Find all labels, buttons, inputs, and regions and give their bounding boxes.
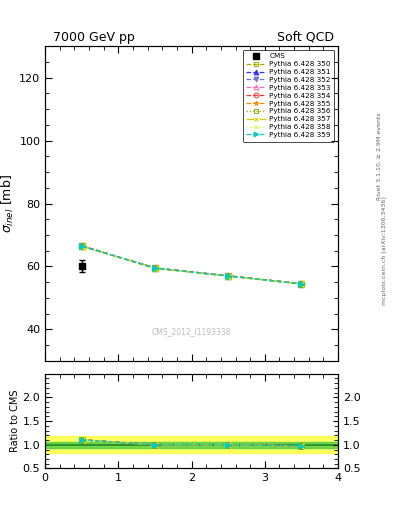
Line: Pythia 6.428 356: Pythia 6.428 356 — [79, 243, 305, 287]
Line: Pythia 6.428 355: Pythia 6.428 355 — [79, 243, 305, 287]
Pythia 6.428 359 — [152, 265, 157, 271]
Pythia 6.428 350 — [79, 243, 84, 249]
Pythia 6.428 350 — [299, 281, 304, 287]
Bar — [45, 436, 338, 453]
Pythia 6.428 352 — [299, 281, 304, 287]
Y-axis label: $\sigma_{inel}$ [mb]: $\sigma_{inel}$ [mb] — [0, 174, 17, 233]
Line: Pythia 6.428 357: Pythia 6.428 357 — [79, 243, 305, 287]
Pythia 6.428 355 — [226, 273, 231, 279]
Pythia 6.428 359 — [79, 243, 84, 249]
Pythia 6.428 351 — [79, 243, 84, 249]
Pythia 6.428 357 — [79, 243, 84, 249]
Pythia 6.428 356 — [299, 281, 304, 287]
Pythia 6.428 358 — [79, 244, 84, 250]
Text: Rivet 3.1.10, ≥ 2.9M events: Rivet 3.1.10, ≥ 2.9M events — [377, 113, 382, 200]
Pythia 6.428 353 — [299, 281, 304, 287]
Pythia 6.428 354 — [79, 243, 84, 249]
Line: Pythia 6.428 359: Pythia 6.428 359 — [79, 243, 305, 287]
Pythia 6.428 354 — [299, 281, 304, 287]
Pythia 6.428 359 — [299, 281, 304, 287]
Pythia 6.428 354 — [152, 265, 157, 271]
Pythia 6.428 350 — [226, 273, 231, 279]
Pythia 6.428 358 — [299, 282, 304, 288]
Bar — [45, 442, 338, 447]
Pythia 6.428 356 — [79, 243, 84, 249]
Pythia 6.428 356 — [226, 273, 231, 279]
Pythia 6.428 355 — [79, 243, 84, 249]
Pythia 6.428 351 — [152, 265, 157, 271]
Pythia 6.428 359 — [226, 273, 231, 279]
Text: CMS_2012_I1193338: CMS_2012_I1193338 — [152, 327, 231, 336]
Pythia 6.428 357 — [152, 265, 157, 271]
Line: Pythia 6.428 354: Pythia 6.428 354 — [79, 243, 305, 287]
Text: Soft QCD: Soft QCD — [277, 31, 334, 44]
Pythia 6.428 351 — [226, 273, 231, 279]
Pythia 6.428 355 — [299, 281, 304, 287]
Line: Pythia 6.428 351: Pythia 6.428 351 — [79, 243, 305, 287]
Pythia 6.428 352 — [79, 243, 84, 249]
Pythia 6.428 358 — [226, 273, 231, 280]
Pythia 6.428 353 — [226, 273, 231, 279]
Line: Pythia 6.428 350: Pythia 6.428 350 — [79, 243, 305, 287]
Pythia 6.428 357 — [299, 281, 304, 287]
Pythia 6.428 353 — [152, 265, 157, 271]
Legend: CMS, Pythia 6.428 350, Pythia 6.428 351, Pythia 6.428 352, Pythia 6.428 353, Pyt: CMS, Pythia 6.428 350, Pythia 6.428 351,… — [242, 50, 334, 142]
Text: 7000 GeV pp: 7000 GeV pp — [53, 31, 135, 44]
Line: Pythia 6.428 358: Pythia 6.428 358 — [79, 244, 305, 288]
Pythia 6.428 356 — [152, 265, 157, 271]
Pythia 6.428 358 — [152, 266, 157, 272]
Pythia 6.428 353 — [79, 243, 84, 249]
Pythia 6.428 351 — [299, 281, 304, 287]
Pythia 6.428 355 — [152, 265, 157, 271]
Pythia 6.428 352 — [152, 265, 157, 271]
Pythia 6.428 357 — [226, 273, 231, 279]
Pythia 6.428 352 — [226, 273, 231, 279]
Line: Pythia 6.428 352: Pythia 6.428 352 — [79, 243, 305, 287]
Line: Pythia 6.428 353: Pythia 6.428 353 — [79, 243, 305, 287]
Y-axis label: Ratio to CMS: Ratio to CMS — [10, 390, 20, 453]
Pythia 6.428 354 — [226, 273, 231, 279]
Text: mcplots.cern.ch [arXiv:1306.3436]: mcplots.cern.ch [arXiv:1306.3436] — [382, 197, 387, 305]
Pythia 6.428 350 — [152, 265, 157, 271]
